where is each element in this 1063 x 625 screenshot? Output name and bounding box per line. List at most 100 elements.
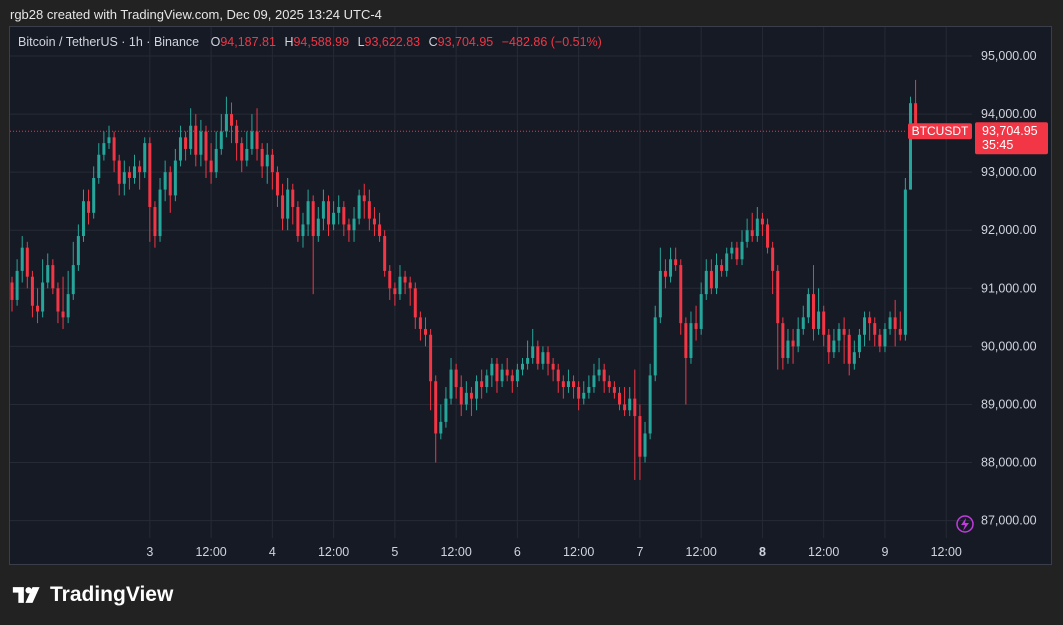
tradingview-brand[interactable]: TradingView: [12, 583, 173, 607]
x-tick-label: 12:00: [808, 545, 839, 559]
candle-body: [776, 270, 780, 324]
tradingview-logo-icon: [12, 587, 40, 603]
candle-body: [745, 230, 749, 242]
candle-body: [704, 270, 708, 295]
x-tick-label: 8: [759, 545, 766, 559]
candle-body: [301, 224, 305, 237]
candle-body: [531, 346, 535, 358]
candle-body: [878, 334, 882, 347]
candle-body: [495, 363, 499, 382]
candle-body: [908, 103, 912, 190]
x-tick-label: 12:00: [195, 545, 226, 559]
candle-body: [822, 311, 826, 335]
low-key: L: [357, 35, 365, 49]
y-tick-label: 95,000.00: [981, 49, 1037, 63]
candle-body: [235, 125, 239, 144]
candle-body: [275, 172, 279, 196]
candle-body: [572, 381, 576, 388]
candle-body: [638, 416, 642, 457]
candle-body: [490, 363, 494, 376]
candle-body: [873, 323, 877, 335]
y-tick-label: 89,000.00: [981, 397, 1037, 411]
candle-body: [857, 334, 861, 353]
candle-body: [521, 363, 524, 370]
candle-body: [750, 230, 754, 237]
symbol-label[interactable]: Bitcoin / TetherUS · 1h · Binance: [18, 35, 200, 49]
candle-body: [204, 131, 208, 161]
candle-body: [46, 265, 50, 283]
candle-body: [883, 328, 887, 347]
candle-body: [663, 270, 667, 277]
x-tick-label: 7: [636, 545, 643, 559]
candle-body: [321, 201, 325, 219]
candle-body: [311, 201, 315, 237]
candle-body: [173, 160, 177, 196]
x-tick-label: 6: [514, 545, 521, 559]
candle-body: [679, 265, 683, 324]
candle-body: [480, 381, 484, 388]
x-tick-label: 12:00: [440, 545, 471, 559]
candle-body: [653, 317, 657, 376]
open-value: 94,187.81: [220, 35, 276, 49]
candle-body: [546, 352, 550, 364]
candle-body: [71, 265, 75, 295]
candle-body: [102, 143, 106, 155]
candle-body: [602, 369, 606, 382]
candle-body: [526, 357, 530, 364]
candle-body: [342, 207, 346, 225]
candle-body: [250, 131, 254, 149]
candle-body: [393, 288, 397, 295]
candle-body: [561, 381, 565, 388]
high-key: H: [284, 35, 294, 49]
candle-body: [515, 369, 519, 382]
candle-body: [260, 148, 264, 167]
candle-body: [224, 114, 228, 132]
candle-body: [133, 166, 137, 178]
high-value: 94,588.99: [293, 35, 350, 49]
chart-panel[interactable]: [9, 26, 1052, 565]
x-tick-label: 12:00: [931, 545, 962, 559]
ticker-tag: [908, 123, 972, 140]
candle-body: [541, 352, 545, 364]
candle-body: [265, 154, 269, 167]
x-tick-label: 9: [881, 545, 888, 559]
candle-body: [648, 375, 652, 434]
candle-body: [296, 207, 300, 237]
candle-body: [184, 137, 188, 149]
candle-body: [327, 201, 331, 225]
last-price-tag: [975, 122, 1048, 155]
candle-body: [714, 265, 718, 289]
candle-body: [306, 201, 310, 225]
candle-body: [194, 125, 198, 155]
candle-body: [413, 288, 417, 318]
candle-body: [597, 369, 601, 376]
candle-body: [127, 172, 131, 178]
candle-body: [286, 189, 290, 219]
candle-body: [699, 294, 703, 329]
candle-body: [801, 317, 805, 329]
candle-body: [485, 375, 489, 388]
candle-body: [786, 340, 790, 358]
candle-body: [893, 317, 897, 329]
candle-body: [505, 369, 509, 376]
candle-body: [536, 346, 540, 364]
candle-body: [76, 236, 80, 266]
candle-body: [623, 404, 627, 411]
candle-body: [408, 282, 412, 289]
countdown-label: 35:45: [982, 138, 1013, 152]
candle-body: [92, 177, 96, 213]
candle-body: [367, 201, 371, 219]
candle-body: [153, 207, 157, 237]
x-tick-label: 3: [146, 545, 153, 559]
candle-body: [817, 311, 821, 329]
candle-body: [357, 195, 361, 219]
candle-body: [66, 294, 70, 318]
candle-body: [372, 218, 376, 225]
candle-body: [117, 160, 121, 184]
candle-body: [806, 294, 810, 318]
candle-body: [434, 381, 438, 434]
candle-body: [138, 166, 142, 173]
candle-body: [454, 369, 458, 388]
candle-body: [178, 137, 182, 161]
